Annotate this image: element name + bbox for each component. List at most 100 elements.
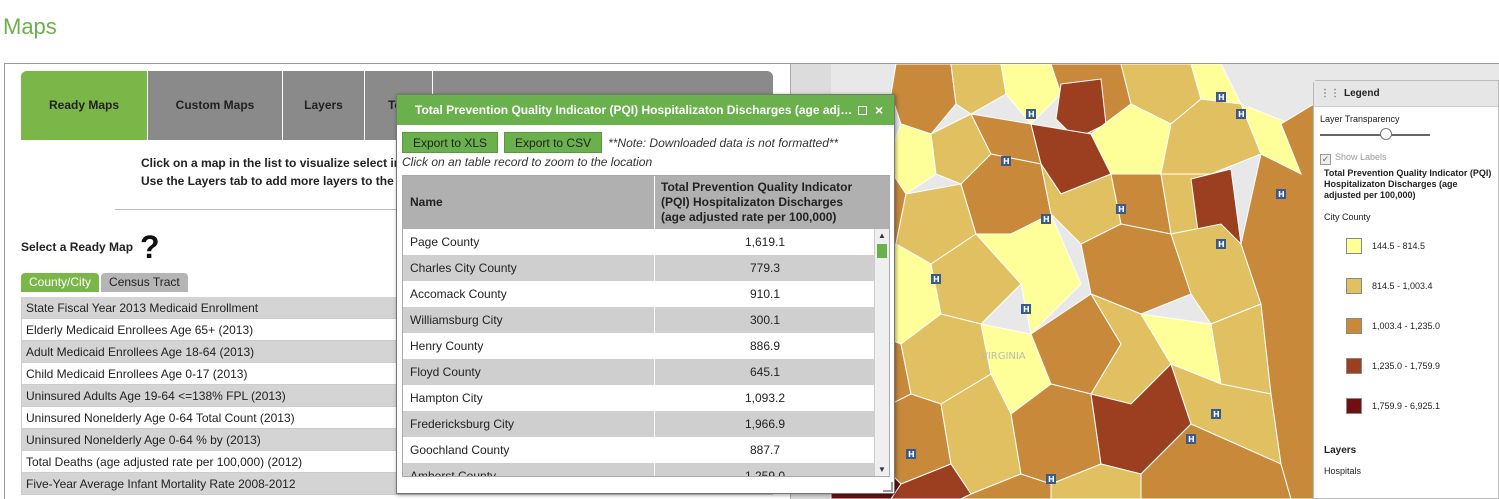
table-row[interactable]: Henry County 886.9 — [403, 333, 875, 359]
hospital-marker[interactable]: H — [1218, 240, 1225, 249]
map-state-label: VIRGINIA — [981, 351, 1026, 362]
layers-title: Layers — [1324, 445, 1357, 456]
scroll-thumb[interactable] — [877, 244, 887, 258]
table-row[interactable]: Amherst County 1,259.0 — [403, 463, 875, 477]
legend-items: 144.5 - 814.5 814.5 - 1,003.4 1,003.4 - … — [1346, 238, 1440, 438]
cell-name: Fredericksburg City — [403, 411, 655, 437]
hospital-marker[interactable]: H — [1118, 205, 1125, 214]
hospital-marker[interactable]: H — [1048, 475, 1055, 484]
intro-line-1: Click on a map in the list to visualize … — [141, 156, 402, 170]
hospital-marker[interactable]: H — [1028, 110, 1035, 119]
legend-item: 1,003.4 - 1,235.0 — [1346, 318, 1440, 358]
legend-item: 1,235.0 - 1,759.9 — [1346, 358, 1440, 398]
transparency-slider[interactable] — [1320, 128, 1430, 140]
hospital-marker[interactable]: H — [1188, 435, 1195, 444]
table-row[interactable]: Floyd County 645.1 — [403, 359, 875, 385]
cell-value: 779.3 — [749, 261, 781, 275]
export-note: **Note: Downloaded data is not formatted… — [608, 135, 839, 150]
tab-ready-maps[interactable]: Ready Maps — [21, 71, 148, 140]
cell-value: 1,966.9 — [744, 417, 786, 431]
legend-item: 814.5 - 1,003.4 — [1346, 278, 1440, 318]
hospital-marker[interactable]: H — [1003, 157, 1010, 166]
subtab-census-tract[interactable]: Census Tract — [101, 273, 188, 292]
cell-value: 1,259.0 — [744, 469, 786, 477]
cell-name: Amherst County — [403, 463, 655, 476]
hospital-marker[interactable]: H — [1218, 93, 1225, 102]
table-body: Page County 1,619.1 Charles City County 77… — [403, 229, 875, 477]
intro-text: Click on a map in the list to visualize … — [5, 154, 790, 190]
legend-layer-subtitle: City County — [1324, 212, 1371, 222]
legend-header[interactable]: ⋮⋮ Legend — [1314, 81, 1498, 107]
slider-track[interactable] — [1320, 134, 1430, 136]
cell-value: 887.7 — [749, 443, 781, 457]
legend-swatch — [1346, 358, 1362, 374]
hospital-marker[interactable]: H — [1278, 190, 1285, 199]
cell-name: Hampton City — [403, 385, 655, 411]
legend-swatch — [1346, 238, 1362, 254]
hospital-marker[interactable]: H — [1238, 110, 1245, 119]
table-row[interactable]: Page County 1,619.1 — [403, 229, 875, 255]
layer-transparency-label: Layer Transparency — [1320, 114, 1400, 124]
tab-custom-maps[interactable]: Custom Maps — [148, 71, 283, 140]
hospital-marker[interactable]: H — [933, 275, 940, 284]
cell-name: Floyd County — [403, 359, 655, 385]
tab-layers[interactable]: Layers — [283, 71, 365, 140]
legend-item: 144.5 - 814.5 — [1346, 238, 1440, 278]
drag-handle-icon[interactable]: ⋮⋮ — [1320, 88, 1340, 99]
show-labels-label: Show Labels — [1335, 152, 1387, 162]
table-header: Name Total Prevention Quality Indicator … — [403, 176, 889, 229]
scroll-up-icon[interactable]: ▲ — [878, 231, 886, 240]
close-icon[interactable]: × — [875, 102, 884, 118]
divider — [115, 209, 405, 210]
table-hint: Click on an table record to zoom to the … — [402, 155, 653, 169]
table-row[interactable]: Williamsburg City 300.1 — [403, 307, 875, 333]
hospital-markers[interactable]: H H H H H H H H H H H H H H — [906, 92, 1286, 484]
export-csv-button[interactable]: Export to CSV — [504, 132, 603, 153]
legend-swatch — [1346, 318, 1362, 334]
select-ready-map-label: Select a Ready Map — [21, 240, 134, 254]
table-row[interactable]: Goochland County 887.7 — [403, 437, 875, 463]
maximize-icon[interactable] — [858, 106, 867, 115]
table-row[interactable]: Hampton City 1,093.2 — [403, 385, 875, 411]
legend-item: 1,759.9 - 6,925.1 — [1346, 398, 1440, 438]
legend-swatch — [1346, 398, 1362, 414]
intro-line-2: Use the Layers tab to add more layers to… — [141, 174, 408, 188]
table-scrollbar[interactable]: ▲ ▼ — [874, 229, 889, 476]
hospital-marker[interactable]: H — [1023, 305, 1030, 314]
column-header-name[interactable]: Name — [403, 176, 655, 229]
legend-panel: ⋮⋮ Legend Layer Transparency ✓ Show Labels… — [1313, 80, 1499, 499]
layers-subtitle: Hospitals — [1324, 466, 1362, 476]
cell-value: 645.1 — [749, 365, 781, 379]
scroll-down-icon[interactable]: ▼ — [878, 465, 886, 474]
cell-name: Charles City County — [403, 255, 655, 281]
cell-value: 910.1 — [749, 287, 781, 301]
popup-title: Total Prevention Quality Indicator (PQI)… — [415, 103, 855, 117]
data-table: Name Total Prevention Quality Indicator … — [402, 175, 890, 477]
hospital-marker[interactable]: H — [1043, 215, 1050, 224]
popup-header[interactable]: Total Prevention Quality Indicator (PQI)… — [397, 95, 894, 125]
checkbox-icon[interactable]: ✓ — [1320, 154, 1331, 165]
column-header-value[interactable]: Total Prevention Quality Indicator (PQI)… — [661, 180, 853, 224]
export-xls-button[interactable]: Export to XLS — [402, 132, 499, 153]
app-frame — [4, 63, 1499, 499]
slider-handle[interactable] — [1380, 128, 1392, 140]
cell-name: Accomack County — [403, 281, 655, 307]
legend-range: 814.5 - 1,003.4 — [1372, 281, 1433, 291]
legend-range: 144.5 - 814.5 — [1372, 241, 1426, 251]
table-row[interactable]: Charles City County 779.3 — [403, 255, 875, 281]
resize-handle-icon[interactable] — [883, 482, 893, 492]
legend-layer-title: Total Prevention Quality Indicator (PQI)… — [1324, 168, 1492, 200]
help-icon[interactable]: ? — [140, 229, 160, 265]
table-row[interactable]: Fredericksburg City 1,966.9 — [403, 411, 875, 437]
cell-value: 1,619.1 — [744, 235, 786, 249]
subtab-county-city[interactable]: County/City — [21, 273, 100, 292]
table-row[interactable]: Accomack County 910.1 — [403, 281, 875, 307]
export-row: Export to XLS Export to CSV **Note: Down… — [402, 132, 838, 153]
legend-title: Legend — [1344, 88, 1380, 99]
legend-range: 1,759.9 - 6,925.1 — [1372, 401, 1441, 411]
hospital-marker[interactable]: H — [1213, 410, 1220, 419]
hospital-marker[interactable]: H — [908, 450, 915, 459]
cell-name: Page County — [403, 229, 655, 255]
show-labels-toggle[interactable]: ✓ Show Labels — [1320, 152, 1387, 165]
cell-name: Henry County — [403, 333, 655, 359]
